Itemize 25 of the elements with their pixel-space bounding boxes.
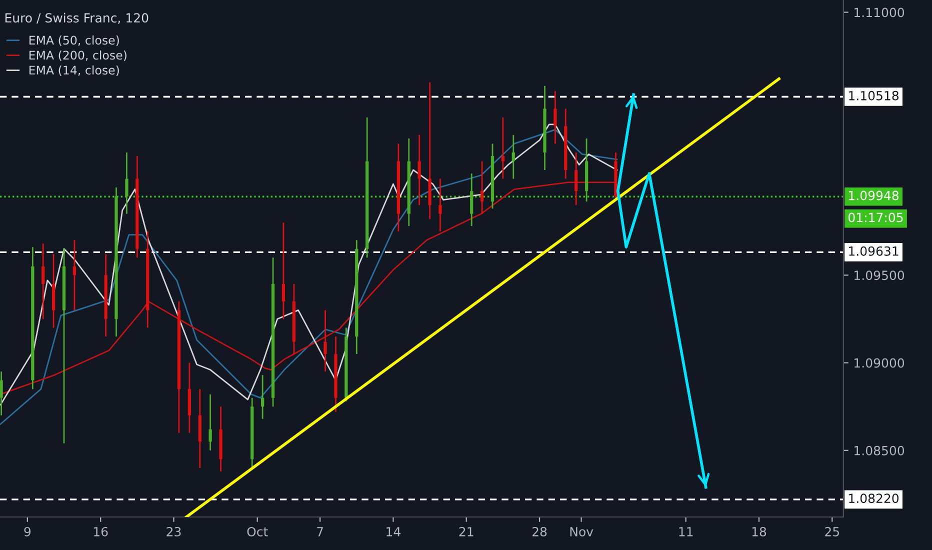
y-tick-label: 1.09000: [854, 358, 904, 368]
legend-label: EMA (50, close): [29, 36, 119, 46]
text: Euro / Swiss Franc, 120: [5, 12, 148, 24]
ref-line-label: 1.09631: [849, 246, 898, 256]
ref-line-label: 1.08220: [849, 494, 899, 504]
text: 01:17:05: [848, 212, 903, 222]
x-tick-label: 25: [825, 526, 839, 536]
x-tick-label: 16: [94, 526, 108, 536]
x-tick-label: 11: [679, 527, 693, 536]
y-tick-label: 1.11000: [854, 8, 904, 18]
legend-label: EMA (14, close): [29, 65, 119, 76]
ref-line-label: 1.09948: [849, 190, 899, 200]
y-tick-label: 1.08500: [854, 446, 904, 456]
x-tick-label: 7: [317, 527, 323, 536]
x-tick-label: 18: [752, 526, 766, 536]
ref-line-label: 1.10518: [849, 90, 899, 100]
x-tick-label: 28: [532, 526, 547, 536]
x-tick-label: Oct: [247, 526, 268, 536]
y-tick-label: 1.09500: [854, 270, 904, 280]
x-tick-label: 9: [24, 526, 31, 536]
legend-label: EMA (200, close): [29, 50, 126, 62]
x-tick-label: 21: [459, 526, 474, 536]
x-tick-label: 23: [166, 526, 181, 536]
x-tick-label: Nov: [570, 527, 594, 536]
x-tick-label: 14: [386, 527, 400, 536]
